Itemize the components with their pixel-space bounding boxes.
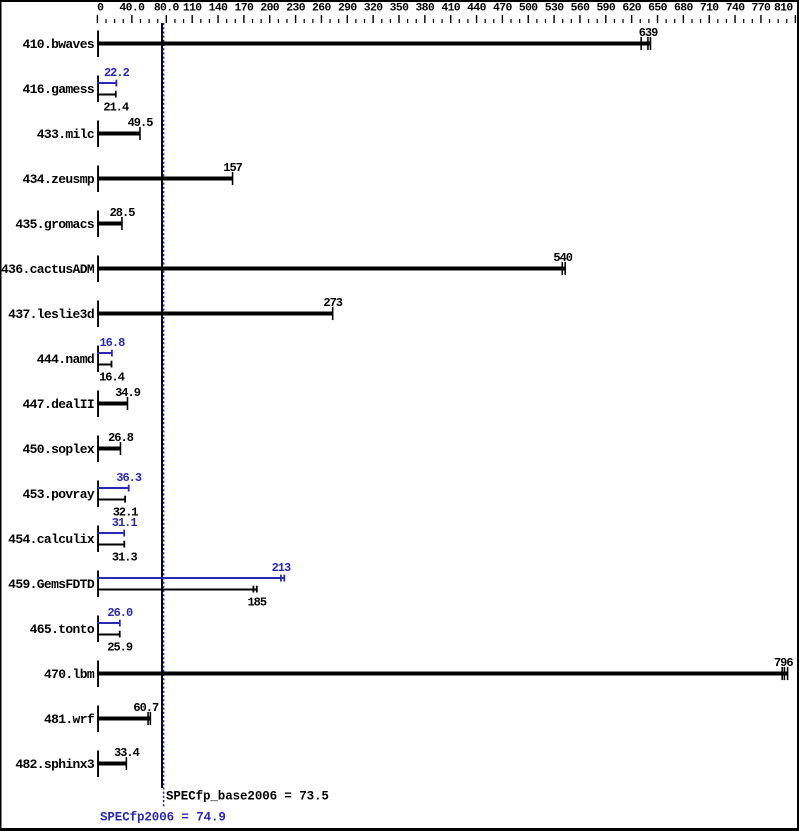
svg-text:16.4: 16.4 — [99, 371, 125, 385]
svg-text:33.4: 33.4 — [114, 746, 140, 760]
svg-text:810: 810 — [774, 3, 793, 15]
svg-text:770: 770 — [752, 3, 771, 15]
svg-text:450.soplex: 450.soplex — [22, 442, 94, 457]
svg-text:437.leslie3d: 437.leslie3d — [8, 307, 94, 322]
svg-text:482.sphinx3: 482.sphinx3 — [15, 757, 95, 772]
svg-text:36.3: 36.3 — [116, 471, 142, 485]
svg-text:500: 500 — [519, 3, 538, 15]
svg-text:16.8: 16.8 — [99, 336, 125, 350]
svg-text:26.8: 26.8 — [108, 431, 134, 445]
svg-text:434.zeusmp: 434.zeusmp — [22, 172, 94, 187]
svg-text:SPECfp2006 = 74.9: SPECfp2006 = 74.9 — [100, 811, 226, 825]
svg-text:465.tonto: 465.tonto — [30, 622, 95, 637]
svg-text:639: 639 — [639, 26, 658, 40]
svg-text:170: 170 — [235, 3, 254, 15]
svg-text:740: 740 — [726, 3, 745, 15]
svg-text:31.3: 31.3 — [112, 551, 138, 565]
svg-text:560: 560 — [571, 3, 590, 15]
svg-text:157: 157 — [223, 161, 242, 175]
svg-text:350: 350 — [390, 3, 409, 15]
svg-text:410.bwaves: 410.bwaves — [22, 37, 94, 52]
svg-text:25.9: 25.9 — [107, 641, 133, 655]
svg-text:470: 470 — [493, 3, 512, 15]
svg-text:481.wrf: 481.wrf — [44, 712, 95, 727]
svg-text:410: 410 — [441, 3, 460, 15]
svg-text:26.0: 26.0 — [107, 606, 133, 620]
svg-text:200: 200 — [260, 3, 279, 15]
svg-text:650: 650 — [648, 3, 667, 15]
svg-text:436.cactusADM: 436.cactusADM — [1, 262, 95, 277]
svg-text:447.dealII: 447.dealII — [22, 397, 94, 412]
svg-text:28.5: 28.5 — [110, 206, 136, 220]
svg-text:620: 620 — [622, 3, 641, 15]
svg-text:796: 796 — [774, 656, 793, 670]
svg-text:21.4: 21.4 — [103, 101, 129, 115]
svg-text:320: 320 — [364, 3, 383, 15]
svg-text:540: 540 — [553, 251, 572, 265]
svg-text:454.calculix: 454.calculix — [8, 532, 95, 547]
svg-text:530: 530 — [545, 3, 564, 15]
svg-text:110: 110 — [183, 3, 202, 15]
svg-text:SPECfp_base2006 = 73.5: SPECfp_base2006 = 73.5 — [166, 790, 329, 804]
svg-text:80.0: 80.0 — [154, 3, 180, 15]
svg-text:290: 290 — [338, 3, 357, 15]
svg-text:213: 213 — [272, 561, 291, 575]
svg-text:444.namd: 444.namd — [37, 352, 94, 367]
svg-text:273: 273 — [323, 296, 342, 310]
svg-text:49.5: 49.5 — [128, 116, 154, 130]
svg-text:32.1: 32.1 — [113, 506, 139, 520]
svg-text:433.milc: 433.milc — [37, 127, 95, 142]
svg-text:140: 140 — [209, 3, 228, 15]
svg-text:260: 260 — [312, 3, 331, 15]
svg-text:435.gromacs: 435.gromacs — [15, 217, 95, 232]
svg-text:590: 590 — [596, 3, 615, 15]
svg-text:185: 185 — [247, 596, 266, 610]
svg-text:34.9: 34.9 — [115, 386, 141, 400]
svg-text:40.0: 40.0 — [119, 3, 145, 15]
svg-text:230: 230 — [286, 3, 305, 15]
svg-text:60.7: 60.7 — [133, 701, 159, 715]
svg-text:380: 380 — [415, 3, 434, 15]
svg-text:680: 680 — [674, 3, 693, 15]
svg-text:0: 0 — [97, 3, 104, 15]
svg-text:470.lbm: 470.lbm — [44, 667, 95, 682]
svg-text:31.1: 31.1 — [112, 516, 138, 530]
svg-text:22.2: 22.2 — [104, 66, 130, 80]
svg-text:453.povray: 453.povray — [22, 487, 94, 502]
svg-text:459.GemsFDTD: 459.GemsFDTD — [8, 577, 95, 592]
svg-text:710: 710 — [700, 3, 719, 15]
svg-text:440: 440 — [467, 3, 486, 15]
svg-text:416.gamess: 416.gamess — [22, 82, 94, 97]
